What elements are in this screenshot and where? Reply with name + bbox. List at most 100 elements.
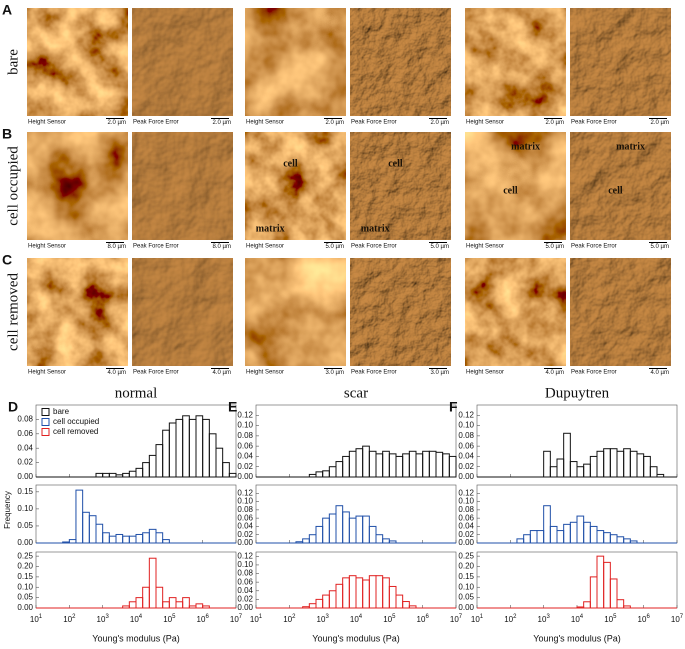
y-tick-label: 0.00 [237,603,253,612]
afm-image [132,258,233,366]
afm-image [245,8,346,116]
histogram-bar [75,489,84,544]
y-tick-label: 0.20 [17,562,33,571]
y-tick-label: 0.02 [237,462,253,471]
histogram-bar [128,601,137,609]
legend-swatch [41,418,50,426]
scale-label: 2.0 µm [651,120,669,126]
y-tick-label: 0.05 [17,593,33,602]
image-caption: Peak Force Error [133,120,179,126]
x-tick-label: 103 [317,614,330,625]
histogram-bar [629,450,638,478]
histogram-bar [603,532,611,544]
histogram-bar [609,448,618,478]
histogram-bar [609,534,618,544]
histogram-bar [215,447,224,478]
afm-image [132,8,233,116]
histogram-bar [616,599,625,609]
histogram-bar [368,450,377,478]
row-label: bare [5,49,21,75]
histogram-bar [556,458,565,478]
x-tick-label: 105 [163,614,176,625]
y-tick-label: 0.04 [237,452,253,461]
x-tick-label: 101 [250,614,263,625]
y-tick-label: 0.12 [237,551,253,560]
histogram-bar [395,594,404,609]
x-tick-label: 106 [417,614,430,625]
scale-label: 8.0 µm [108,244,126,250]
scale-label: 4.0 µm [213,370,231,376]
histogram-bar [623,605,631,609]
afm-image [350,132,451,240]
y-tick-label: 0.08 [17,415,33,424]
image-caption: Peak Force Error [351,120,397,126]
y-tick-label: 0.25 [458,551,474,560]
histogram-bar [382,577,390,609]
histogram-bar [122,535,130,544]
image-annotation: cell [608,186,623,197]
histogram-bar [148,528,157,544]
histogram-bar [228,472,237,478]
histogram-bar [576,606,585,609]
image-annotation: cell [503,186,518,197]
image-caption: Peak Force Error [133,370,179,376]
legend-label: bare [53,407,70,416]
image-annotation: matrix [361,223,390,234]
histogram-bar [168,597,177,609]
histogram-bar [328,466,337,478]
x-tick-label: 105 [604,614,617,625]
histogram-bar [563,432,571,478]
afm-image [465,132,566,240]
y-tick-label: 0.02 [458,462,474,471]
histogram-bar [362,515,370,544]
panel-letter: E [228,399,237,415]
histogram-bar [315,471,324,478]
chart-title: normal [115,385,158,401]
y-tick-label: 0.00 [458,538,474,547]
image-annotation: cell [283,159,298,170]
image-caption: Height Sensor [246,244,284,250]
histogram-bar [408,605,417,609]
histogram-bar [589,576,598,609]
y-tick-label: 0.00 [458,603,474,612]
scale-label: 4.0 µm [651,370,669,376]
image-caption: Peak Force Error [133,244,179,250]
histogram-bar [202,605,210,609]
histogram-bar [162,539,170,544]
histogram-bar [388,585,397,609]
y-tick-label: 0.10 [458,582,474,591]
scale-label: 4.0 µm [546,370,564,376]
y-tick-label: 0.04 [458,522,474,531]
legend-swatch [41,408,50,416]
histogram-bar [536,530,545,544]
y-tick-label: 0.06 [237,577,253,586]
x-tick-label: 103 [97,614,110,625]
histogram-bar [115,533,124,544]
y-tick-label: 0.00 [458,472,474,481]
y-tick-label: 0.00 [237,472,253,481]
histogram-bar [135,597,144,609]
y-tick-label: 0.06 [237,441,253,450]
histogram-bar [355,448,364,478]
x-tick-label: 101 [471,614,484,625]
afm-image [350,8,451,116]
image-caption: Height Sensor [246,370,284,376]
afm-image [570,258,671,366]
x-tick-label: 107 [230,614,243,625]
histogram-bar [175,601,184,609]
histogram-bar [308,603,317,609]
y-tick-label: 0.08 [237,505,253,514]
y-tick-label: 0.12 [237,410,253,419]
histogram-bar [62,541,70,544]
image-annotation: cell [388,159,403,170]
x-tick-label: 105 [383,614,396,625]
histogram-bar [422,450,430,478]
plot-frame [476,551,678,609]
histogram-bar [603,561,611,609]
histogram-bar [368,525,377,544]
histogram-bar [596,555,605,609]
histogram-bar [155,586,164,609]
histogram-bar [82,511,90,544]
histogram-bar [348,517,357,544]
afm-image [27,132,128,240]
